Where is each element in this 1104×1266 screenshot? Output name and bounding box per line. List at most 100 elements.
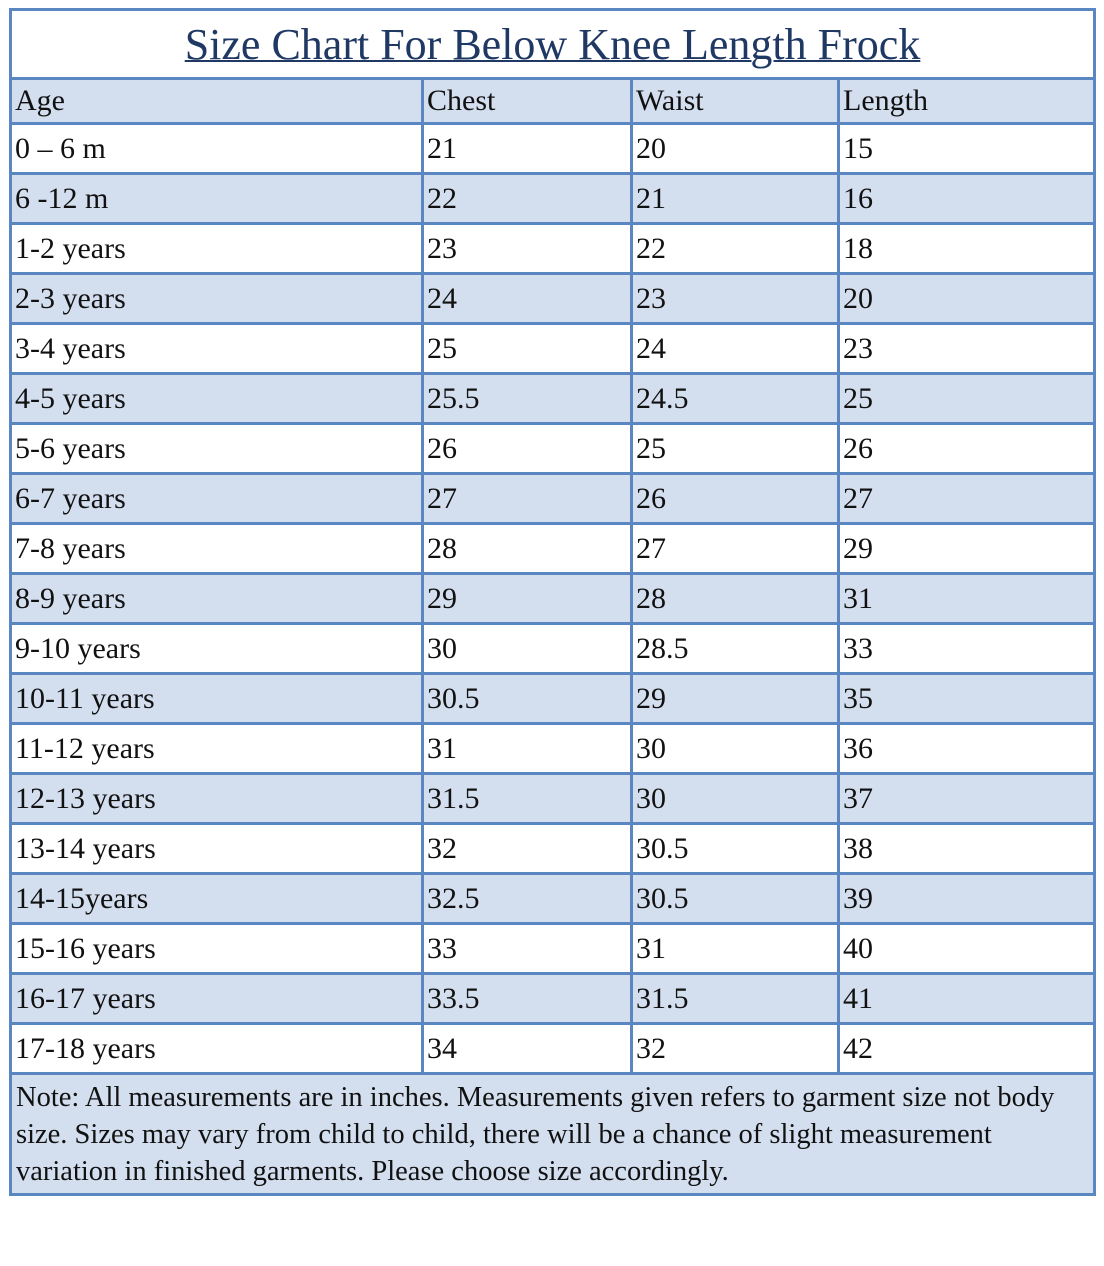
table-cell: 29 xyxy=(421,572,633,625)
table-cell: 20 xyxy=(837,272,1096,325)
table-cell: 33 xyxy=(837,622,1096,675)
header-cell: Waist xyxy=(630,77,840,125)
table-cell: 31.5 xyxy=(421,772,633,825)
table-cell: 1-2 years xyxy=(9,222,424,275)
table-cell: 4-5 years xyxy=(9,372,424,425)
table-cell: 27 xyxy=(837,472,1096,525)
table-cell: 26 xyxy=(421,422,633,475)
table-cell: 37 xyxy=(837,772,1096,825)
note-row: Note: All measurements are in inches. Me… xyxy=(9,1072,1096,1196)
size-table: Size Chart For Below Knee Length Frock A… xyxy=(9,8,1096,1196)
table-cell: 25 xyxy=(630,422,840,475)
table-cell: 11-12 years xyxy=(9,722,424,775)
table-cell: 31 xyxy=(421,722,633,775)
table-cell: 13-14 years xyxy=(9,822,424,875)
table-cell: 18 xyxy=(837,222,1096,275)
table-cell: 33 xyxy=(421,922,633,975)
table-cell: 0 – 6 m xyxy=(9,122,424,175)
table-cell: 24.5 xyxy=(630,372,840,425)
table-row: 1-2 years 23 22 18 xyxy=(9,222,1096,275)
table-cell: 23 xyxy=(421,222,633,275)
table-cell: 21 xyxy=(421,122,633,175)
title: Size Chart For Below Knee Length Frock xyxy=(9,8,1096,80)
table-row: 2-3 years 24 23 20 xyxy=(9,272,1096,325)
table-cell: 26 xyxy=(837,422,1096,475)
table-cell: 24 xyxy=(421,272,633,325)
table-cell: 28 xyxy=(421,522,633,575)
table-row: 14-15years 32.5 30.5 39 xyxy=(9,872,1096,925)
table-cell: 25.5 xyxy=(421,372,633,425)
table-cell: 22 xyxy=(630,222,840,275)
table-cell: 14-15years xyxy=(9,872,424,925)
note: Note: All measurements are in inches. Me… xyxy=(9,1072,1096,1196)
table-row: 13-14 years 32 30.5 38 xyxy=(9,822,1096,875)
table-cell: 29 xyxy=(837,522,1096,575)
header-cell: Chest xyxy=(421,77,633,125)
table-cell: 30 xyxy=(630,772,840,825)
table-cell: 32.5 xyxy=(421,872,633,925)
table-row: 7-8 years 28 27 29 xyxy=(9,522,1096,575)
table-cell: 6-7 years xyxy=(9,472,424,525)
table-row: 8-9 years 29 28 31 xyxy=(9,572,1096,625)
table-row: 9-10 years 30 28.5 33 xyxy=(9,622,1096,675)
title-row: Size Chart For Below Knee Length Frock xyxy=(9,8,1096,80)
table-cell: 26 xyxy=(630,472,840,525)
table-cell: 27 xyxy=(421,472,633,525)
table-row: 11-12 years 31 30 36 xyxy=(9,722,1096,775)
table-cell: 30.5 xyxy=(630,822,840,875)
table-cell: 17-18 years xyxy=(9,1022,424,1075)
table-cell: 33.5 xyxy=(421,972,633,1025)
table-cell: 25 xyxy=(421,322,633,375)
table-body: Size Chart For Below Knee Length Frock A… xyxy=(9,8,1096,1196)
table-cell: 2-3 years xyxy=(9,272,424,325)
table-cell: 34 xyxy=(421,1022,633,1075)
table-cell: 7-8 years xyxy=(9,522,424,575)
table-row: 12-13 years 31.5 30 37 xyxy=(9,772,1096,825)
table-row: 17-18 years 34 32 42 xyxy=(9,1022,1096,1075)
table-row: 10-11 years 30.5 29 35 xyxy=(9,672,1096,725)
header-cell: Length xyxy=(837,77,1096,125)
table-cell: 35 xyxy=(837,672,1096,725)
table-cell: 39 xyxy=(837,872,1096,925)
table-cell: 42 xyxy=(837,1022,1096,1075)
table-cell: 27 xyxy=(630,522,840,575)
table-cell: 30 xyxy=(630,722,840,775)
table-cell: 30.5 xyxy=(421,672,633,725)
table-cell: 8-9 years xyxy=(9,572,424,625)
table-cell: 31 xyxy=(630,922,840,975)
table-cell: 23 xyxy=(837,322,1096,375)
table-cell: 12-13 years xyxy=(9,772,424,825)
table-row: 6 -12 m 22 21 16 xyxy=(9,172,1096,225)
table-cell: 3-4 years xyxy=(9,322,424,375)
table-cell: 30.5 xyxy=(630,872,840,925)
table-cell: 15-16 years xyxy=(9,922,424,975)
table-cell: 22 xyxy=(421,172,633,225)
table-cell: 30 xyxy=(421,622,633,675)
table-row: 5-6 years 26 25 26 xyxy=(9,422,1096,475)
table-row: 15-16 years 33 31 40 xyxy=(9,922,1096,975)
table-row: 16-17 years 33.5 31.5 41 xyxy=(9,972,1096,1025)
table-cell: 10-11 years xyxy=(9,672,424,725)
table-cell: 38 xyxy=(837,822,1096,875)
table-cell: 9-10 years xyxy=(9,622,424,675)
table-cell: 16 xyxy=(837,172,1096,225)
header-cell: Age xyxy=(9,77,424,125)
table-cell: 16-17 years xyxy=(9,972,424,1025)
table-cell: 41 xyxy=(837,972,1096,1025)
table-cell: 23 xyxy=(630,272,840,325)
table-cell: 32 xyxy=(630,1022,840,1075)
table-cell: 25 xyxy=(837,372,1096,425)
table-cell: 20 xyxy=(630,122,840,175)
table-cell: 24 xyxy=(630,322,840,375)
table-cell: 31 xyxy=(837,572,1096,625)
table-row: 3-4 years 25 24 23 xyxy=(9,322,1096,375)
table-cell: 6 -12 m xyxy=(9,172,424,225)
size-chart: Size Chart For Below Knee Length Frock A… xyxy=(9,8,1096,1196)
header-row: Age Chest Waist Length xyxy=(9,77,1096,125)
table-cell: 28 xyxy=(630,572,840,625)
table-cell: 15 xyxy=(837,122,1096,175)
table-cell: 29 xyxy=(630,672,840,725)
table-row: 6-7 years 27 26 27 xyxy=(9,472,1096,525)
table-cell: 32 xyxy=(421,822,633,875)
